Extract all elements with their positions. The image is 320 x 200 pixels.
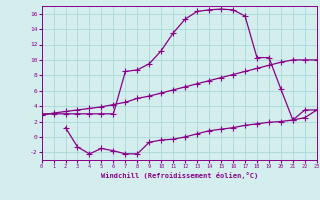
X-axis label: Windchill (Refroidissement éolien,°C): Windchill (Refroidissement éolien,°C) [100, 172, 258, 179]
